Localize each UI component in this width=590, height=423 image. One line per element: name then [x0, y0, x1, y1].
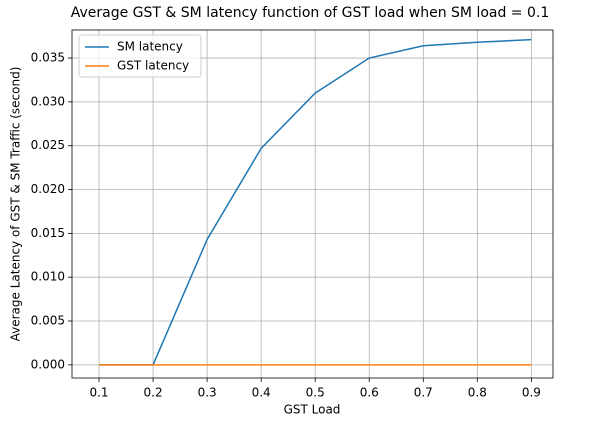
y-tick-label: 0.035 — [31, 51, 65, 65]
legend-label: GST latency — [117, 59, 189, 73]
x-tick-label: 0.2 — [144, 386, 163, 400]
plot-frame — [71, 29, 554, 379]
y-tick-label: 0.005 — [31, 314, 65, 328]
data-line — [99, 38, 532, 366]
y-tick-label: 0.025 — [31, 138, 65, 152]
x-tick-label: 0.5 — [306, 386, 325, 400]
x-tick-label: 0.8 — [468, 386, 487, 400]
legend-label: SM latency — [117, 40, 183, 54]
x-tick-label: 0.4 — [252, 386, 271, 400]
y-tick-label: 0.020 — [31, 182, 65, 196]
y-tick-label: 0.000 — [31, 357, 65, 371]
x-tick-label: 0.3 — [198, 386, 217, 400]
y-tick-label: 0.030 — [31, 94, 65, 108]
x-tick-label: 0.1 — [89, 386, 108, 400]
x-tick-label: 0.6 — [360, 386, 379, 400]
chart-title: Average GST & SM latency function of GST… — [71, 5, 550, 21]
x-tick-label: 0.7 — [414, 386, 433, 400]
y-axis-label: Average Latency of GST & SM Traffic (sec… — [9, 67, 23, 342]
y-tick-label: 0.010 — [31, 270, 65, 284]
x-axis-label: GST Load — [284, 403, 341, 417]
x-tick-label: 0.9 — [522, 386, 541, 400]
y-tick-label: 0.015 — [31, 226, 65, 240]
legend-box — [78, 34, 202, 78]
